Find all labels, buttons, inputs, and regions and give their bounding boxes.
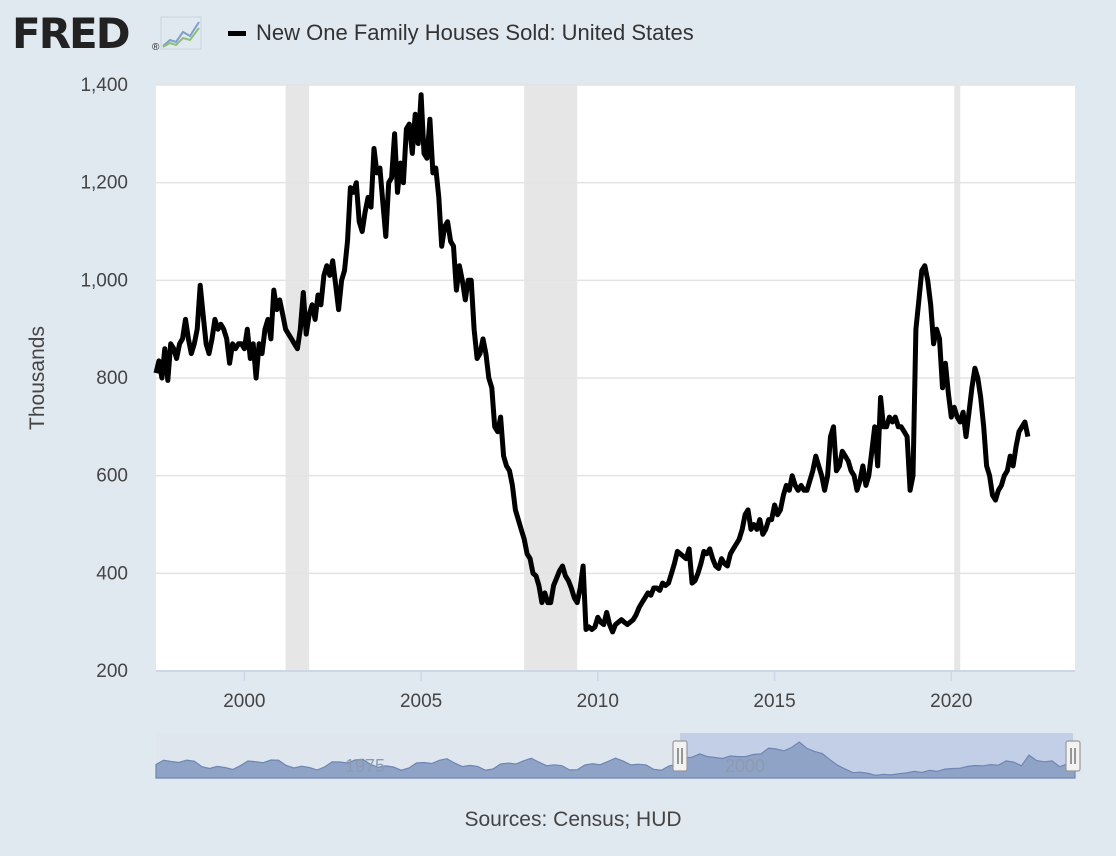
x-tick-label: 2010 [577, 691, 619, 712]
y-tick-label: 800 [96, 368, 128, 389]
x-tick-label: 2015 [753, 691, 795, 712]
chart-area[interactable]: 200 400 600 800 1,000 1,200 1,400 2000 2005 2010… [0, 0, 1116, 800]
series-line[interactable] [153, 92, 1031, 635]
chart-legend[interactable]: New One Family Houses Sold: United State… [228, 18, 694, 48]
y-tick-label: 1,000 [80, 270, 128, 291]
y-tick-label: 1,400 [80, 75, 128, 96]
x-tick-label: 2020 [930, 691, 972, 712]
chart-header: FRED ® New One Family Houses Sold: Unite… [12, 8, 1102, 56]
y-tick-label: 400 [96, 563, 128, 584]
navigator-handle-right[interactable] [1065, 740, 1081, 772]
x-tick-label: 2005 [400, 691, 442, 712]
legend-series-swatch [228, 30, 246, 36]
x-tick-label: 2000 [223, 691, 265, 712]
fred-logo-registered-mark: ® [152, 42, 160, 53]
navigator-label: 1975 [345, 756, 385, 776]
sparkline-chart-icon [160, 16, 202, 50]
y-axis-label: Thousands [26, 326, 49, 430]
fred-logo[interactable]: FRED [12, 9, 131, 58]
sources-note: Sources: Census; HUD [464, 808, 682, 831]
legend-series-label: New One Family Houses Sold: United State… [256, 20, 694, 45]
range-navigator[interactable]: 1975 2000 [155, 733, 1081, 779]
y-axis: 200 400 600 800 1,000 1,200 1,400 [80, 75, 128, 682]
y-tick-label: 200 [96, 661, 128, 682]
navigator-area [155, 741, 1076, 779]
y-tick-label: 600 [96, 466, 128, 487]
navigator-handle-left[interactable] [672, 740, 688, 772]
y-tick-label: 1,200 [80, 173, 128, 194]
x-axis: 2000 2005 2010 2015 2020 [156, 670, 1075, 712]
navigator-label: 2000 [725, 756, 765, 776]
